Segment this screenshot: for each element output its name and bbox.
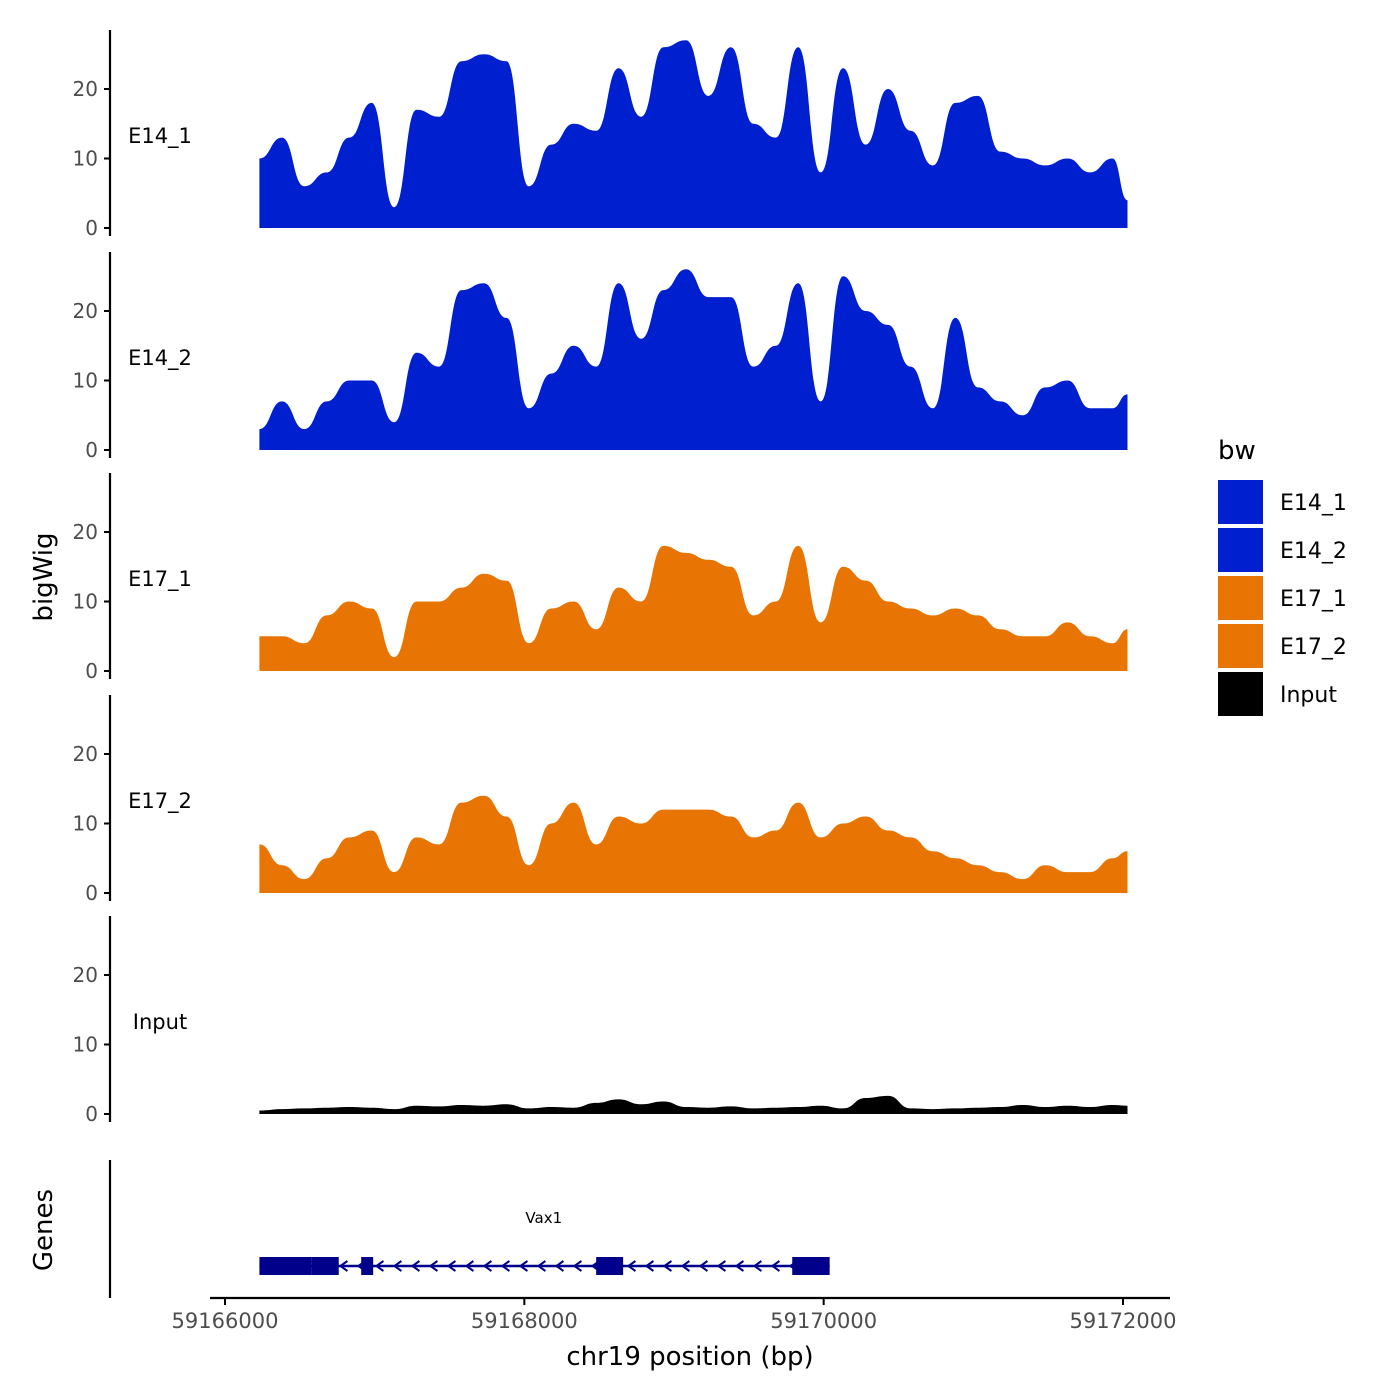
legend-label: E17_1 [1280,587,1347,612]
y-tick-label: 0 [85,881,98,905]
x-axis-label: chr19 position (bp) [566,1342,813,1372]
y-tick-label: 0 [85,438,98,462]
legend-item: Input [1218,672,1337,716]
strand-arrow [698,1260,709,1272]
legend-swatch [1218,528,1263,572]
signal-area [259,545,1128,671]
strand-arrow [716,1260,727,1272]
gene-exon [792,1257,830,1275]
strand-arrow [536,1260,547,1272]
strand-arrow [518,1260,529,1272]
legend-item: E14_2 [1218,528,1347,572]
strand-arrow [662,1260,673,1272]
gene-exon [361,1257,374,1275]
gene-exon [596,1257,624,1275]
track-label: E17_2 [128,789,192,814]
gene-panel: Vax1 [108,1160,830,1298]
track-panels: 0 10 20 E14_1 0 10 20 E14_2 0 10 20 E17_1 0 10 20 E17_2… [73,30,1128,1126]
y-tick-label: 10 [73,1033,98,1057]
gene-label: Vax1 [525,1209,562,1227]
track-panel-e17-2: 0 10 20 E17_2 [73,695,1128,905]
strand-arrow [500,1260,511,1272]
y-tick-label: 10 [73,147,98,171]
strand-arrow [572,1260,583,1272]
legend-swatch [1218,672,1263,716]
strand-arrow [770,1260,781,1272]
legend-item: E17_2 [1218,624,1347,668]
x-tick-label: 59166000 [172,1309,279,1333]
legend-item: E17_1 [1218,576,1347,620]
track-label: E14_2 [128,346,192,371]
strand-arrow [392,1260,403,1272]
legend-item: E14_1 [1218,480,1347,524]
y-tick-label: 0 [85,1102,98,1126]
legend-swatch [1218,576,1263,620]
track-panel-e14-1: 0 10 20 E14_1 [73,30,1128,240]
signal-area [259,795,1128,893]
strand-arrow [446,1260,457,1272]
track-panel-input: 0 10 20 Input [73,916,1128,1126]
y-tick-label: 0 [85,216,98,240]
x-tick-label: 59172000 [1070,1309,1177,1333]
strand-arrow [752,1260,763,1272]
strand-arrow [680,1260,691,1272]
legend-swatch [1218,624,1263,668]
track-label: Input [133,1010,187,1034]
legend-label: E14_1 [1280,491,1347,516]
track-panel-e14-2: 0 10 20 E14_2 [73,252,1128,462]
y-tick-label: 20 [73,77,98,101]
x-tick-label: 59168000 [471,1309,578,1333]
y-axis-label: bigWig [29,532,59,621]
y-tick-label: 20 [73,520,98,544]
legend-label: E14_2 [1280,539,1347,564]
track-label: E14_1 [128,124,192,149]
legend-label: Input [1280,683,1337,708]
gene-panel-axis-label: Genes [29,1189,59,1271]
x-tick-label: 59170000 [770,1309,877,1333]
strand-arrow [338,1260,349,1272]
strand-arrow [482,1260,493,1272]
strand-arrow [734,1260,745,1272]
track-panel-e17-1: 0 10 20 E17_1 [73,473,1128,683]
signal-area [259,269,1128,450]
legend-title: bw [1218,436,1256,466]
strand-arrow [554,1260,565,1272]
legend: bw E14_1 E14_2 E17_1 E17_2 Input [1218,436,1347,716]
strand-arrow [644,1260,655,1272]
y-tick-label: 0 [85,659,98,683]
strand-arrow [464,1260,475,1272]
x-axis: 59166000 59168000 59170000 59172000 [172,1296,1177,1333]
y-tick-label: 20 [73,299,98,323]
signal-area [259,40,1128,228]
strand-arrow [410,1260,421,1272]
strand-arrow [428,1260,439,1272]
gene-exon [259,1257,312,1275]
signal-area [259,1095,1128,1114]
gene-exon [311,1257,339,1275]
y-tick-label: 20 [73,742,98,766]
y-tick-label: 10 [73,812,98,836]
strand-arrow [626,1260,637,1272]
legend-label: E17_2 [1280,635,1347,660]
strand-arrow [374,1260,385,1272]
track-label: E17_1 [128,567,192,592]
y-tick-label: 10 [73,590,98,614]
y-tick-label: 20 [73,963,98,987]
legend-swatch [1218,480,1263,524]
y-tick-label: 10 [73,369,98,393]
